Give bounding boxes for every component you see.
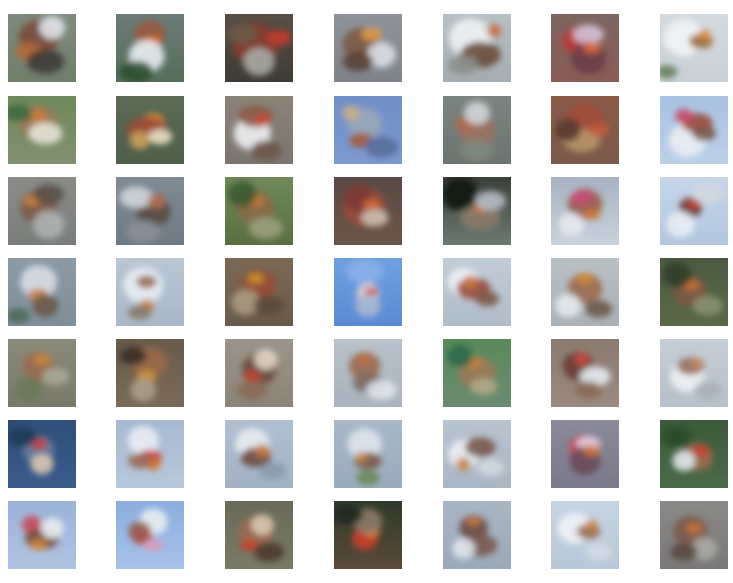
sample-image <box>660 14 728 82</box>
sample-image <box>334 258 402 326</box>
sample-image <box>660 96 728 164</box>
sample-image <box>660 339 728 407</box>
sample-image <box>225 14 293 82</box>
sample-image <box>225 258 293 326</box>
sample-image <box>334 177 402 245</box>
sample-image <box>443 96 511 164</box>
sample-image <box>116 258 184 326</box>
sample-image <box>660 420 728 488</box>
sample-image <box>443 177 511 245</box>
sample-image <box>551 420 619 488</box>
sample-image <box>116 14 184 82</box>
sample-image <box>8 339 76 407</box>
sample-image <box>225 339 293 407</box>
sample-image <box>334 339 402 407</box>
sample-image <box>660 501 728 569</box>
sample-image <box>8 177 76 245</box>
sample-image <box>334 96 402 164</box>
sample-image <box>8 258 76 326</box>
sample-image <box>660 177 728 245</box>
sample-image <box>116 177 184 245</box>
sample-image <box>8 501 76 569</box>
sample-image <box>8 420 76 488</box>
sample-image <box>116 420 184 488</box>
sample-image <box>551 339 619 407</box>
sample-image <box>116 501 184 569</box>
sample-image <box>116 96 184 164</box>
sample-image <box>116 339 184 407</box>
sample-image <box>551 14 619 82</box>
sample-image <box>660 258 728 326</box>
sample-image <box>443 501 511 569</box>
sample-image <box>551 501 619 569</box>
sample-image <box>8 14 76 82</box>
sample-image <box>551 177 619 245</box>
sample-image <box>225 420 293 488</box>
sample-image <box>443 258 511 326</box>
sample-image <box>443 339 511 407</box>
sample-image <box>225 177 293 245</box>
sample-image <box>443 420 511 488</box>
sample-image <box>8 96 76 164</box>
sample-image <box>551 96 619 164</box>
sample-image <box>225 501 293 569</box>
sample-image <box>334 501 402 569</box>
sample-image <box>551 258 619 326</box>
sample-image <box>225 96 293 164</box>
sample-image <box>334 420 402 488</box>
sample-image <box>334 14 402 82</box>
sample-image <box>443 14 511 82</box>
